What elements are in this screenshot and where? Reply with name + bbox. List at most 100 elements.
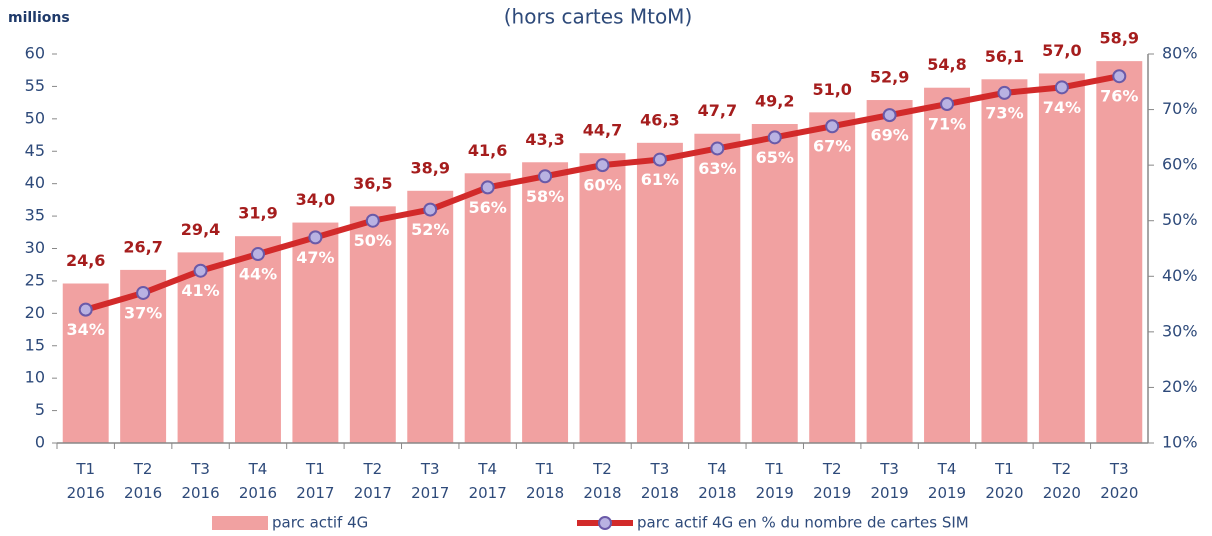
bar-value-label: 52,9 bbox=[870, 68, 909, 87]
bar bbox=[464, 173, 511, 443]
line-value-label: 73% bbox=[985, 103, 1023, 122]
line-value-label: 37% bbox=[124, 303, 162, 322]
line-value-label: 61% bbox=[641, 170, 679, 189]
x-tick-label: T2 2017 bbox=[354, 460, 392, 502]
line-marker bbox=[136, 285, 151, 300]
legend-label: parc actif 4G bbox=[272, 514, 368, 532]
bar-value-label: 36,5 bbox=[353, 174, 392, 193]
line-value-label: 63% bbox=[698, 159, 736, 178]
bar-value-label: 41,6 bbox=[468, 141, 507, 160]
x-tick-label: T2 2018 bbox=[583, 460, 621, 502]
line-marker bbox=[997, 85, 1012, 100]
bar bbox=[694, 133, 741, 443]
legend-marker bbox=[598, 516, 612, 530]
bar bbox=[924, 87, 970, 444]
line-value-label: 60% bbox=[583, 176, 621, 195]
line-value-label: 71% bbox=[928, 115, 966, 134]
bar bbox=[407, 190, 454, 443]
y-tick-label: 10 bbox=[25, 368, 45, 387]
bar bbox=[809, 112, 856, 443]
line-marker bbox=[538, 169, 553, 184]
bar bbox=[522, 162, 569, 443]
chart-title: (hors cartes MtoM) bbox=[504, 5, 693, 29]
y-axis-label: millions bbox=[8, 10, 70, 26]
y-tick-label: 60 bbox=[25, 44, 45, 63]
bar-value-label: 49,2 bbox=[755, 92, 794, 111]
y2-tick-label: 20% bbox=[1162, 377, 1198, 396]
bar bbox=[981, 79, 1028, 443]
x-tick-label: T4 2017 bbox=[469, 460, 507, 502]
line-marker bbox=[365, 213, 380, 228]
bar bbox=[292, 222, 339, 443]
legend-swatch bbox=[212, 516, 268, 530]
x-tick-label: T1 2018 bbox=[526, 460, 564, 502]
line-marker bbox=[767, 130, 782, 145]
bar-value-label: 54,8 bbox=[927, 55, 966, 74]
line-value-label: 58% bbox=[526, 187, 564, 206]
line-marker bbox=[652, 152, 667, 167]
x-tick-label: T2 2019 bbox=[813, 460, 851, 502]
y-tick-label: 50 bbox=[25, 108, 45, 127]
y-tick-label: 25 bbox=[25, 270, 45, 289]
x-tick-label: T3 2019 bbox=[871, 460, 909, 502]
x-tick-label: T4 2018 bbox=[698, 460, 736, 502]
line-value-label: 50% bbox=[354, 231, 392, 250]
line-value-label: 47% bbox=[296, 248, 334, 267]
bar bbox=[866, 100, 913, 443]
y-tick-label: 0 bbox=[35, 433, 45, 452]
line-value-label: 74% bbox=[1043, 98, 1081, 117]
bar-value-label: 26,7 bbox=[123, 237, 162, 256]
line-value-label: 34% bbox=[67, 320, 105, 339]
bar-value-label: 44,7 bbox=[583, 121, 622, 140]
y2-tick-label: 60% bbox=[1162, 155, 1198, 174]
bar bbox=[177, 252, 224, 443]
line-marker bbox=[250, 247, 265, 262]
line-marker bbox=[825, 119, 840, 134]
bar-value-label: 46,3 bbox=[640, 110, 679, 129]
line-value-label: 56% bbox=[469, 198, 507, 217]
line-marker bbox=[423, 202, 438, 217]
line-marker bbox=[1054, 80, 1069, 95]
line-marker bbox=[595, 158, 610, 173]
line-value-label: 52% bbox=[411, 220, 449, 239]
x-tick-label: T2 2016 bbox=[124, 460, 162, 502]
line-marker bbox=[940, 97, 955, 112]
line-marker bbox=[193, 263, 208, 278]
bar bbox=[1096, 61, 1143, 444]
x-tick-label: T4 2016 bbox=[239, 460, 277, 502]
x-tick-label: T1 2017 bbox=[296, 460, 334, 502]
line-marker bbox=[480, 180, 495, 195]
bar bbox=[579, 153, 626, 443]
x-tick-label: T3 2020 bbox=[1100, 460, 1138, 502]
y-tick-label: 35 bbox=[25, 206, 45, 225]
y-tick-label: 5 bbox=[35, 400, 45, 419]
x-tick-label: T2 2020 bbox=[1043, 460, 1081, 502]
bar-value-label: 31,9 bbox=[238, 204, 277, 223]
line-value-label: 76% bbox=[1100, 87, 1138, 106]
x-tick-label: T1 2020 bbox=[985, 460, 1023, 502]
line-value-label: 69% bbox=[870, 126, 908, 145]
bar-value-label: 57,0 bbox=[1042, 41, 1081, 60]
bar-value-label: 43,3 bbox=[525, 130, 564, 149]
y-tick-label: 30 bbox=[25, 238, 45, 257]
line-value-label: 41% bbox=[181, 281, 219, 300]
y2-tick-label: 70% bbox=[1162, 99, 1198, 118]
line-marker bbox=[710, 141, 725, 156]
bar-value-label: 51,0 bbox=[812, 80, 851, 99]
x-tick-label: T4 2019 bbox=[928, 460, 966, 502]
x-tick-label: T3 2017 bbox=[411, 460, 449, 502]
bar bbox=[751, 124, 798, 444]
bar-value-label: 34,0 bbox=[296, 190, 335, 209]
line-value-label: 67% bbox=[813, 137, 851, 156]
bar-value-label: 24,6 bbox=[66, 251, 105, 270]
y2-tick-label: 50% bbox=[1162, 210, 1198, 229]
bar-value-label: 58,9 bbox=[1100, 29, 1139, 48]
x-tick-label: T3 2016 bbox=[181, 460, 219, 502]
bar bbox=[235, 236, 281, 443]
x-tick-label: T1 2019 bbox=[756, 460, 794, 502]
line-value-label: 65% bbox=[756, 148, 794, 167]
line-marker bbox=[1112, 69, 1127, 84]
y2-tick-label: 80% bbox=[1162, 44, 1198, 63]
bar bbox=[636, 142, 683, 444]
